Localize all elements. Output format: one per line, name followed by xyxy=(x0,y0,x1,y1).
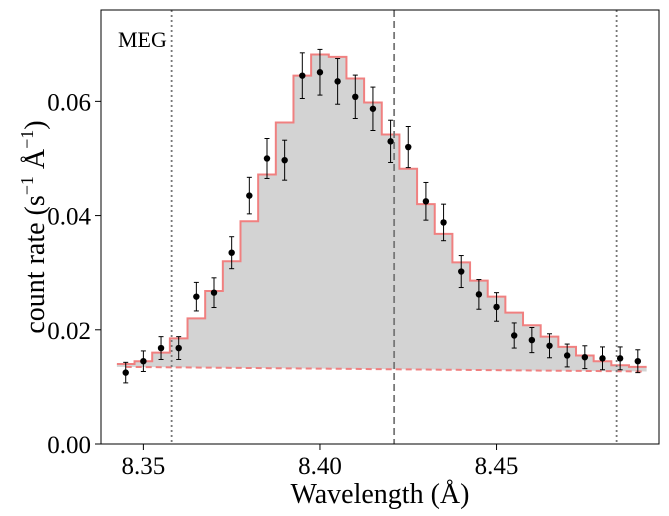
data-point xyxy=(334,78,341,85)
data-point xyxy=(246,192,253,199)
data-point xyxy=(440,219,447,226)
data-point xyxy=(563,352,571,359)
data-point xyxy=(316,69,324,76)
data-point xyxy=(228,249,235,256)
data-point xyxy=(210,289,218,296)
data-point xyxy=(546,342,553,349)
data-point xyxy=(458,268,465,275)
data-point xyxy=(528,336,536,344)
data-point xyxy=(369,105,377,112)
data-point xyxy=(422,198,430,205)
plot-area xyxy=(116,10,647,444)
plot-frame xyxy=(100,9,660,445)
y-axis-title-exp2: −1 xyxy=(17,130,37,149)
y-axis-title-exp1: −1 xyxy=(17,176,37,195)
y-tick-label: 0.02 xyxy=(47,318,91,345)
y-axis-title-base: count rate (s xyxy=(20,195,51,333)
data-point xyxy=(387,138,394,145)
axis-ticks: 8.35 8.40 8.45 0.00 0.02 0.04 0.06 xyxy=(47,89,518,480)
data-point xyxy=(599,355,606,362)
data-point xyxy=(511,332,518,339)
data-point xyxy=(122,369,129,376)
data-point xyxy=(634,357,642,365)
data-point xyxy=(405,143,412,151)
data-point xyxy=(140,357,147,365)
y-axis-title-close: ) xyxy=(20,120,51,129)
data-point xyxy=(299,72,306,79)
data-point xyxy=(616,355,624,362)
y-axis-title: count rate (s−1 Å−1) xyxy=(17,120,51,333)
continuum-line xyxy=(125,365,645,373)
data-point xyxy=(352,93,359,101)
data-point xyxy=(175,344,182,352)
y-tick-label: 0.00 xyxy=(47,432,91,459)
x-axis-title: Wavelength (Å) xyxy=(291,479,470,510)
panel-label: MEG xyxy=(118,27,167,52)
model-fill xyxy=(116,54,647,372)
x-tick-label: 8.40 xyxy=(298,453,342,480)
y-tick-label: 0.04 xyxy=(47,204,91,231)
data-point xyxy=(193,293,200,300)
y-axis-title-unit: Å xyxy=(20,148,51,176)
model-step-line xyxy=(116,53,647,368)
data-point xyxy=(281,156,288,164)
data-point xyxy=(581,354,589,361)
y-tick-label: 0.06 xyxy=(47,89,91,116)
data-point xyxy=(263,155,271,162)
data-point xyxy=(475,291,483,298)
data-point xyxy=(157,344,165,352)
x-tick-label: 8.35 xyxy=(122,453,166,480)
data-point xyxy=(493,303,500,311)
x-tick-label: 8.45 xyxy=(475,453,519,480)
